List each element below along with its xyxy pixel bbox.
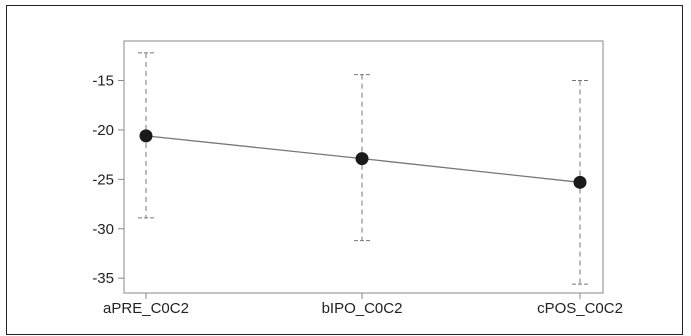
- plot-area: [123, 40, 604, 294]
- data-point: [355, 152, 369, 166]
- x-axis: aPRE_C0C2 bIPO_C0C2 cPOS_C0C2: [103, 293, 623, 317]
- x-tick-label: cPOS_C0C2: [537, 300, 623, 317]
- y-tick-label: -35: [92, 270, 114, 287]
- markers: [139, 129, 587, 189]
- data-point: [573, 175, 587, 189]
- y-tick-label: -25: [92, 171, 114, 188]
- y-tick-label: -20: [92, 122, 114, 139]
- y-axis: -15 -20 -25 -30 -35: [92, 73, 124, 287]
- data-point: [139, 129, 153, 143]
- x-tick-label: bIPO_C0C2: [322, 300, 403, 317]
- x-tick-label: aPRE_C0C2: [103, 300, 189, 317]
- y-tick-label: -30: [92, 221, 114, 238]
- error-bars: [138, 52, 588, 285]
- y-tick-label: -15: [92, 73, 114, 90]
- chart-frame: [6, 5, 683, 335]
